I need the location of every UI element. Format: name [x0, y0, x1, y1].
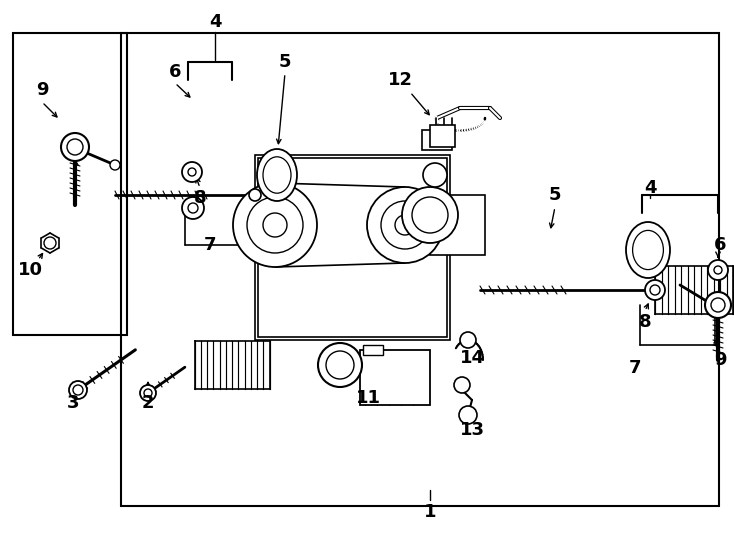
- Circle shape: [705, 292, 731, 318]
- Text: 10: 10: [18, 261, 43, 279]
- Circle shape: [263, 213, 287, 237]
- Circle shape: [188, 168, 196, 176]
- Text: 13: 13: [459, 421, 484, 439]
- Bar: [430, 195, 485, 255]
- Text: 1: 1: [424, 503, 436, 521]
- Circle shape: [44, 237, 56, 249]
- Text: 9: 9: [713, 351, 726, 369]
- Bar: [422, 130, 452, 150]
- Circle shape: [110, 160, 120, 170]
- Circle shape: [144, 389, 152, 397]
- Circle shape: [460, 332, 476, 348]
- Text: 6: 6: [169, 63, 181, 81]
- Text: 11: 11: [355, 389, 380, 407]
- Circle shape: [402, 187, 458, 243]
- Circle shape: [412, 197, 448, 233]
- Circle shape: [367, 187, 443, 263]
- Text: 4: 4: [208, 13, 221, 31]
- Ellipse shape: [633, 231, 664, 269]
- Ellipse shape: [263, 157, 291, 193]
- Circle shape: [714, 266, 722, 274]
- Bar: [360, 350, 430, 405]
- Bar: [121, 33, 719, 506]
- Text: 6: 6: [713, 236, 726, 254]
- Text: 5: 5: [549, 186, 562, 204]
- Circle shape: [649, 284, 661, 296]
- Circle shape: [381, 201, 429, 249]
- Circle shape: [247, 197, 303, 253]
- Text: 14: 14: [459, 349, 484, 367]
- Circle shape: [326, 351, 354, 379]
- Circle shape: [67, 139, 83, 155]
- Circle shape: [454, 377, 470, 393]
- Circle shape: [249, 189, 261, 201]
- Text: 4: 4: [644, 179, 656, 197]
- Circle shape: [61, 133, 89, 161]
- Circle shape: [395, 215, 415, 235]
- Ellipse shape: [626, 222, 670, 278]
- Text: 3: 3: [67, 394, 79, 412]
- Text: 5: 5: [279, 53, 291, 71]
- Text: 2: 2: [142, 394, 154, 412]
- Bar: [255, 155, 450, 340]
- Circle shape: [188, 203, 198, 213]
- Bar: [13, 33, 127, 335]
- Circle shape: [708, 260, 728, 280]
- Circle shape: [182, 197, 204, 219]
- Text: 8: 8: [194, 189, 206, 207]
- Circle shape: [711, 298, 725, 312]
- Text: 9: 9: [36, 81, 48, 99]
- Bar: [258, 158, 447, 337]
- Circle shape: [69, 381, 87, 399]
- Text: 7: 7: [629, 359, 642, 377]
- Circle shape: [140, 385, 156, 401]
- Text: 8: 8: [639, 313, 651, 331]
- Ellipse shape: [257, 149, 297, 201]
- Circle shape: [233, 183, 317, 267]
- Circle shape: [182, 162, 202, 182]
- Circle shape: [318, 343, 362, 387]
- Bar: [363, 345, 383, 355]
- Text: 12: 12: [388, 71, 413, 89]
- Text: 7: 7: [204, 236, 217, 254]
- Bar: [430, 125, 455, 147]
- Circle shape: [73, 385, 83, 395]
- Circle shape: [650, 285, 660, 295]
- Circle shape: [459, 406, 477, 424]
- Circle shape: [423, 163, 447, 187]
- Circle shape: [645, 280, 665, 300]
